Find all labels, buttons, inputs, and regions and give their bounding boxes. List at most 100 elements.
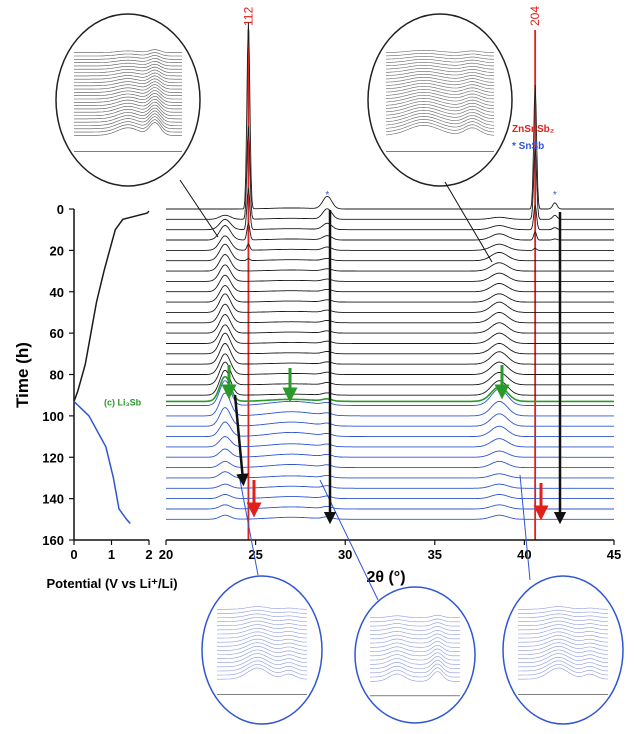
inset-curve [385,112,495,123]
inset-curve [385,124,495,136]
inset-curve [74,72,182,80]
inset-curve [385,92,495,100]
inset-curve [518,635,608,643]
pattern-trace [166,324,614,344]
inset-curve [74,119,182,133]
inset-curve [74,90,182,100]
inset-curve [74,49,182,53]
inset-curve [74,95,182,106]
inset-curve [217,617,307,622]
pattern-trace [166,274,614,293]
inset-frame [502,575,624,725]
pattern-trace [166,436,614,448]
inset-curve [370,667,460,678]
inset-curve [74,101,182,113]
y-tick-label: 100 [42,409,64,424]
pattern-trace [166,293,614,313]
pattern-trace [166,375,614,403]
pattern-trace [166,353,614,375]
inset-curve [385,56,495,60]
reflection-label: 112 [241,7,255,26]
inset-curve [217,642,307,651]
x-tick-label: 0 [70,547,77,562]
inset-curve [370,671,460,682]
inset-curve [518,620,608,626]
inset-curve [370,614,460,618]
inset-curve [217,624,307,631]
pattern-trace [166,380,614,406]
y-tick-label: 40 [50,285,64,300]
inset-curve [74,78,182,87]
inset-curve [74,81,182,90]
inset-curve [385,115,495,126]
plots: 0 20 40 60 80 100 120 140 160 0 1 2 Time (h) Potentia… [13,6,621,591]
y-axis-label: Time (h) [13,342,32,408]
inset-curve [74,52,182,57]
inset-frame [354,586,476,724]
inset-curve [385,103,495,113]
inset-curve [74,107,182,120]
inset-curves [385,50,495,136]
x-tick-label: 2 [145,547,152,562]
inset-curve [370,659,460,669]
inset-curve [518,638,608,647]
y-tick-label: 140 [42,492,64,507]
pattern-trace [166,494,614,500]
inset-curve [370,652,460,661]
inset-curve [217,649,308,659]
inset-curve [386,71,495,77]
pattern-trace [166,126,614,220]
inset-curve [385,89,495,96]
inset-curve [385,65,495,70]
pattern-trace [166,221,614,241]
inset-curve [385,59,495,63]
inset-curve [370,644,460,652]
inset-curve [74,55,182,60]
inset-pointer [444,181,493,263]
inset-pointer [519,474,531,581]
inset-curve [74,84,182,93]
pattern-trace [166,303,614,324]
pattern-trace [166,483,614,489]
pattern-trace [166,407,614,427]
inset-curve [370,629,460,635]
inset-curve [217,606,307,610]
inset-curve [385,62,495,67]
inset-curve [74,66,182,73]
x-axis-label: 2θ (°) [366,569,405,586]
inset-curve [370,641,460,648]
inset-curve [518,613,608,618]
inset-curve [385,77,495,83]
y-tick-label: 80 [50,368,64,383]
inset-curve [217,664,308,676]
arrows [179,179,567,601]
inset-curve [518,631,608,639]
inset-curve [370,633,460,640]
inset-curve [217,620,307,626]
pattern-trace [166,188,614,231]
pattern-trace [166,243,614,262]
inset-curves [370,614,460,682]
inset-curve [74,116,182,130]
inset-pointer [179,179,219,238]
inset-curve [385,95,495,103]
inset-curve [385,121,495,133]
pattern-trace [166,22,614,210]
pattern-trace [166,314,614,334]
inset-curve [517,656,609,668]
inset-curve [217,628,307,635]
inset-curve [370,622,460,627]
pattern-trace [166,421,614,438]
inset-curve [370,637,460,644]
inset-curve [217,667,308,680]
x-tick-label: 30 [338,547,352,562]
inset-curve [74,92,182,103]
inset-curve [518,645,609,655]
inset-curve [385,100,495,110]
pattern-trace [166,369,614,396]
pattern-trace [166,514,614,520]
inset-curve [370,656,460,665]
inset-curve [518,653,609,663]
inset-curve [386,74,495,80]
pattern-trace [166,264,614,282]
